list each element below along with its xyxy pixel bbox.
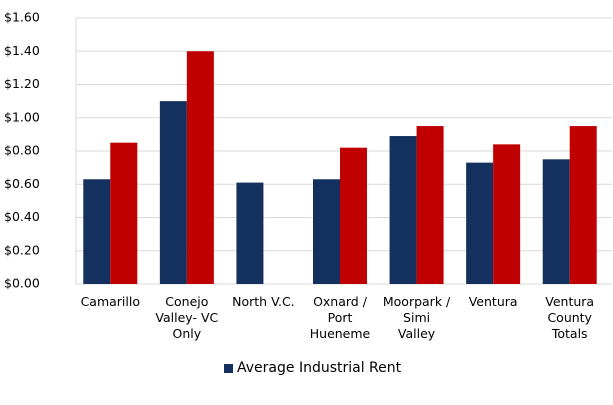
x-tick-label: Camarillo — [80, 294, 140, 309]
bar — [159, 101, 187, 284]
y-tick-label: $1.20 — [4, 76, 40, 91]
x-tick-label: North V.C. — [232, 294, 295, 309]
bar — [493, 144, 521, 284]
y-tick-label: $0.00 — [4, 276, 40, 291]
bar — [466, 162, 494, 284]
bar — [569, 126, 597, 284]
y-tick-label: $0.40 — [4, 209, 40, 224]
y-tick-label: $0.80 — [4, 143, 40, 158]
bar — [313, 179, 340, 284]
y-tick-label: $1.40 — [4, 43, 40, 58]
legend: Average Industrial Rent — [224, 360, 401, 376]
x-tick-label: Oxnard / Port Hueneme — [309, 294, 371, 341]
x-tick-label: Ventura — [468, 294, 518, 309]
bar — [83, 179, 111, 284]
y-tick-label: $0.60 — [4, 176, 40, 191]
x-tick-label: Ventura County Totals — [545, 294, 595, 341]
y-tick-label: $1.00 — [4, 109, 40, 124]
x-tick-label: Moorpark / Simi Valley — [382, 294, 451, 341]
bar — [110, 142, 138, 284]
bar — [186, 51, 214, 284]
bar — [236, 182, 264, 284]
y-tick-label: $0.20 — [4, 242, 40, 257]
legend-swatch — [224, 363, 233, 373]
legend-label: Average Industrial Rent — [237, 360, 402, 376]
bar — [542, 159, 570, 284]
y-tick-label: $1.60 — [4, 10, 40, 25]
bar — [340, 147, 367, 284]
bar — [416, 126, 444, 284]
bar — [389, 136, 417, 284]
x-tick-label: Conejo Valley- VC Only — [155, 294, 219, 341]
